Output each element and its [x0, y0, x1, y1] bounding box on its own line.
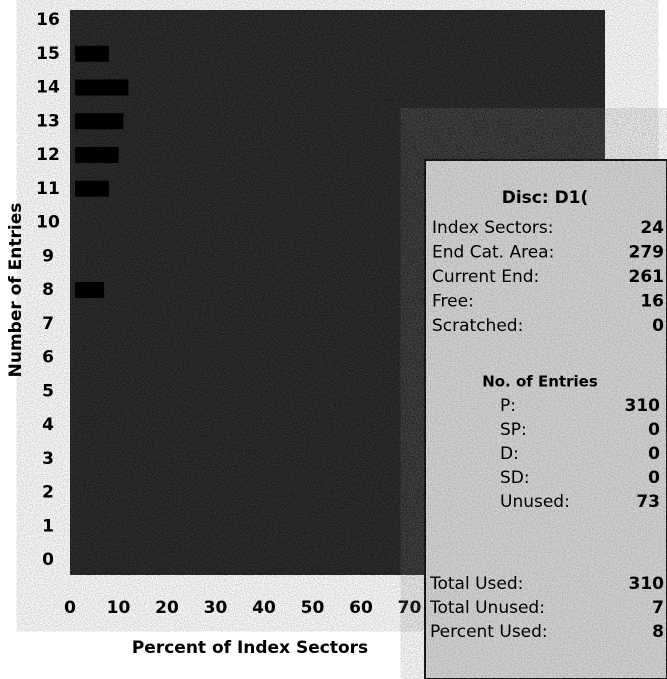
y-tick-label: 4 — [42, 415, 54, 435]
entry-row-value: 310 — [625, 396, 661, 416]
entry-row-value: 0 — [648, 444, 660, 464]
x-axis-title: Percent of Index Sectors — [132, 638, 368, 658]
info-panel: Disc: D1( Index Sectors: 24 End Cat. Area: 2… — [424, 159, 667, 679]
y-tick-label: 8 — [42, 280, 54, 300]
bar — [75, 113, 124, 130]
entries-title: No. of Entries — [482, 373, 598, 391]
bar — [75, 282, 105, 298]
info-row-value: 261 — [629, 267, 665, 287]
entry-row-label: Unused: — [500, 492, 570, 512]
entry-row-label: P: — [500, 396, 516, 416]
info-row-label: Current End: — [432, 267, 539, 287]
bar — [75, 180, 109, 197]
y-tick-label: 3 — [42, 449, 54, 469]
y-tick-label: 5 — [42, 381, 54, 401]
info-row-label: Scratched: — [432, 316, 523, 336]
info-row-value: 279 — [629, 243, 665, 263]
x-tick-label: 30 — [204, 598, 228, 618]
bar — [75, 147, 119, 163]
entry-row-label: SD: — [500, 468, 530, 488]
info-row-value: 24 — [640, 218, 664, 238]
y-tick-label: 14 — [36, 78, 60, 98]
x-tick-label: 40 — [252, 598, 276, 618]
info-row-value: 0 — [652, 316, 664, 336]
x-tick-label: 50 — [301, 598, 325, 618]
y-tick-label: 6 — [42, 348, 54, 368]
info-row-label: End Cat. Area: — [432, 243, 554, 263]
info-row-label: Free: — [432, 292, 474, 312]
y-tick-label: 0 — [42, 550, 54, 570]
total-row-value: 7 — [652, 598, 664, 618]
total-row-label: Percent Used: — [430, 622, 548, 642]
entry-row-value: 0 — [648, 420, 660, 440]
y-tick-label: 16 — [36, 10, 60, 30]
x-tick-label: 0 — [64, 598, 76, 618]
y-axis-title: Number of Entries — [6, 203, 26, 378]
y-tick-label: 11 — [36, 179, 60, 199]
info-row-value: 16 — [640, 292, 664, 312]
y-tick-label: 1 — [42, 516, 54, 536]
total-row-value: 310 — [629, 574, 665, 594]
x-tick-label: 20 — [155, 598, 179, 618]
entry-row-label: SP: — [500, 420, 527, 440]
total-row-label: Total Unused: — [429, 598, 545, 618]
y-tick-label: 10 — [36, 213, 60, 233]
x-tick-label: 70 — [398, 598, 422, 618]
x-tick-label: 60 — [349, 598, 373, 618]
entry-row-value: 73 — [636, 492, 660, 512]
entry-row-value: 0 — [648, 468, 660, 488]
y-tick-label: 13 — [36, 111, 60, 131]
panel-texture — [425, 160, 667, 679]
x-tick-label: 10 — [107, 598, 131, 618]
bar — [75, 45, 109, 62]
total-row-value: 8 — [652, 622, 664, 642]
y-tick-label: 9 — [42, 246, 54, 266]
disc-label: Disc: D1( — [502, 188, 589, 208]
bar — [75, 79, 129, 96]
y-tick-label: 15 — [36, 44, 60, 64]
y-tick-label: 12 — [36, 145, 60, 165]
y-tick-label: 2 — [42, 483, 54, 503]
total-row-label: Total Used: — [429, 574, 523, 594]
entry-row-label: D: — [500, 444, 519, 464]
y-tick-label: 7 — [42, 314, 54, 334]
info-row-label: Index Sectors: — [432, 218, 553, 238]
